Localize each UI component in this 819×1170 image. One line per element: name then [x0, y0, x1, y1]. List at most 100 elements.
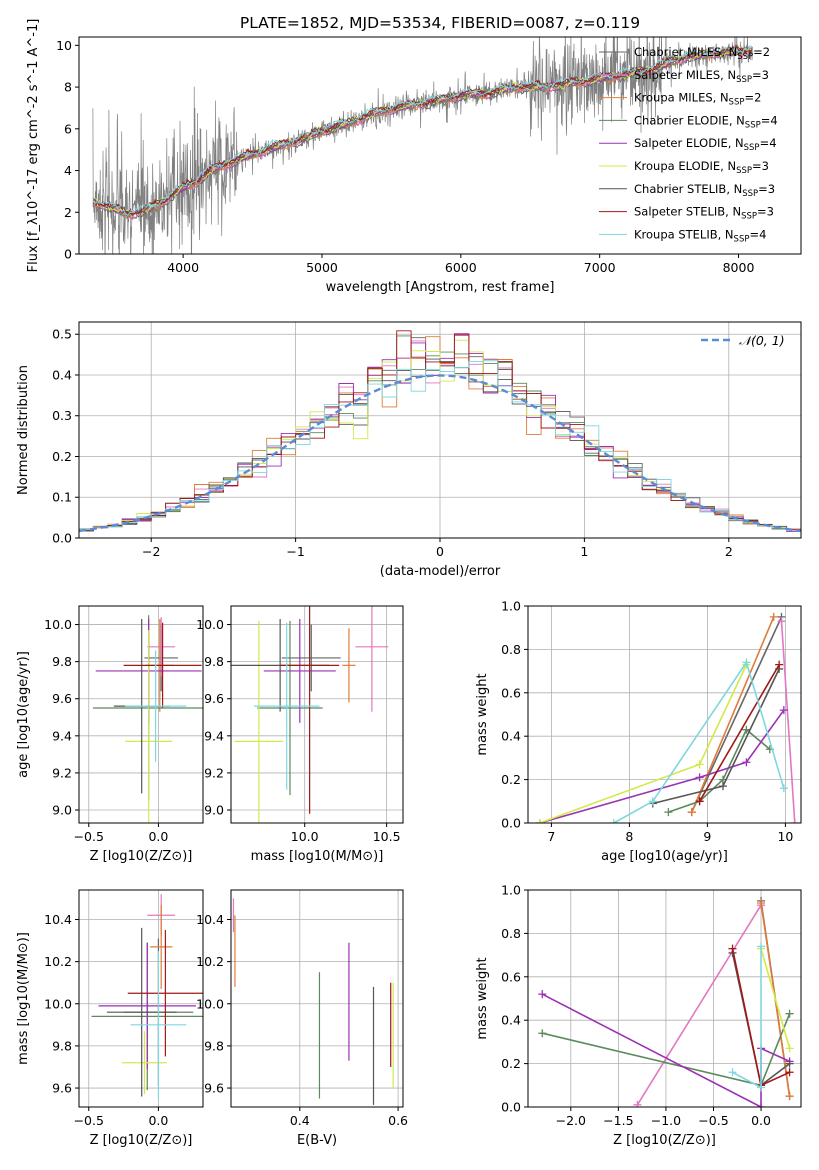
- legend-count: =3: [757, 205, 774, 219]
- x-tick-label: 0.0: [148, 1113, 168, 1128]
- y-tick-label: 0.0: [52, 531, 72, 546]
- mass_weight_vs_Z-axes: −2.0 −1.5 −1.0 −0.5 0.0 0.0 0.2 0.4 0.6 0.8 1.0: [501, 883, 801, 1128]
- age_vs_Z-errorbars: [92, 615, 203, 823]
- legend-count: =2: [753, 45, 770, 59]
- x-tick-label: 2: [725, 544, 733, 559]
- legend-entry: Kroupa ELODIE, NSSP=3: [634, 159, 769, 176]
- y-tick-label: 0.4: [52, 367, 72, 382]
- x-axis-label: E(B-V): [297, 1133, 337, 1148]
- data-point-marker: [664, 808, 673, 817]
- y-tick-label: 9.6: [52, 691, 72, 706]
- data-point-marker: [769, 612, 778, 621]
- y-tick-label: 4: [64, 163, 72, 178]
- y-tick-label: 0.0: [501, 816, 521, 831]
- x-tick-label: 9: [703, 829, 711, 844]
- legend-label: Salpeter MILES, N: [634, 68, 736, 82]
- legend-subscript: SSP: [745, 120, 761, 130]
- x-tick-label: 6000: [445, 260, 477, 275]
- y-tick-label: 0.8: [501, 642, 521, 657]
- y-tick-label: 0.6: [501, 969, 521, 984]
- y-tick-label: 6: [64, 121, 72, 136]
- y-axis-label: Flux [f_λ10^-17 erg cm^-2 s^-1 A^-1]: [26, 19, 41, 273]
- legend-entry: 𝒩(0, 1): [739, 333, 785, 348]
- legend-label: Chabrier MILES, N: [634, 45, 737, 59]
- y-tick-label: 9.2: [204, 765, 224, 780]
- mass_weight_vs_age-axes: 7 8 9 10 0.0 0.2 0.4 0.6 0.8 1.0: [501, 599, 801, 844]
- data-point-marker: [757, 1083, 766, 1092]
- legend-entry: Chabrier ELODIE, NSSP=4: [634, 113, 778, 130]
- spectrum-axes: 4000 5000 6000 7000 8000 0 2 4 6 8 10: [56, 38, 754, 275]
- y-tick-label: 0.0: [501, 1100, 521, 1115]
- y-tick-label: 0.2: [501, 772, 521, 787]
- y-tick-label: 1.0: [501, 599, 521, 614]
- legend-entry: Salpeter STELIB, NSSP=3: [634, 205, 774, 222]
- y-tick-label: 10: [56, 38, 72, 53]
- legend-count: =3: [752, 68, 769, 82]
- legend-entry: Salpeter ELODIE, NSSP=4: [634, 136, 777, 153]
- age_vs_mass-axes: 10.0 10.5 9.0 9.2 9.4 9.6 9.8 10.0: [196, 606, 403, 844]
- legend-subscript: SSP: [729, 98, 745, 108]
- x-tick-label: 0: [436, 544, 444, 559]
- x-axis-label: age [log10(age/yr)]: [601, 849, 728, 864]
- data-point-marker: [785, 1009, 794, 1018]
- x-tick-label: 0.0: [751, 1113, 771, 1128]
- histograms: [79, 330, 801, 534]
- y-axis-label: mass weight: [475, 673, 490, 755]
- x-tick-label: 10.0: [291, 829, 319, 844]
- data-point-marker: [785, 1059, 794, 1068]
- x-tick-label: −0.5: [74, 829, 104, 844]
- data-point-marker: [779, 706, 788, 715]
- residual_hist-axes: −2 −1 0 1 2 0.0 0.1 0.2 0.3 0.4 0.5: [52, 322, 801, 559]
- y-tick-label: 2: [64, 205, 72, 220]
- x-tick-label: 1: [580, 544, 588, 559]
- spectrum-lines: [92, 37, 753, 254]
- data-point-marker: [790, 819, 799, 823]
- mass-weight-line: [636, 904, 762, 1106]
- model-fit-line: [92, 45, 753, 216]
- y-tick-label: 9.6: [204, 691, 224, 706]
- y-tick-label: 0: [64, 247, 72, 262]
- legend-count: =4: [760, 136, 777, 150]
- y-tick-label: 0.2: [501, 1056, 521, 1071]
- data-point-marker: [742, 758, 751, 767]
- y-tick-label: 10.2: [44, 954, 72, 969]
- x-tick-label: −2: [142, 544, 160, 559]
- x-tick-label: −0.5: [698, 1113, 728, 1128]
- y-tick-label: 9.4: [52, 728, 72, 743]
- residual-histogram: [79, 360, 801, 534]
- data-point-marker: [695, 797, 704, 806]
- x-axis-label: wavelength [Angstrom, rest frame]: [326, 280, 555, 295]
- y-tick-label: 0.2: [52, 449, 72, 464]
- x-tick-label: −1: [286, 544, 304, 559]
- x-tick-label: 10: [777, 829, 793, 844]
- data-point-marker: [785, 1092, 794, 1101]
- legend-entry: Chabrier MILES, NSSP=2: [634, 45, 770, 62]
- y-tick-label: 0.4: [501, 1013, 521, 1028]
- x-tick-label: 0.6: [388, 1113, 408, 1128]
- legend-entry: Kroupa MILES, NSSP=2: [634, 91, 761, 108]
- age_vs_mass-frame: [230, 605, 404, 824]
- y-tick-label: 10.4: [196, 912, 224, 927]
- histogram-frame: [78, 321, 802, 539]
- data-point-marker: [757, 1103, 766, 1107]
- legend-label: Kroupa MILES, N: [634, 91, 729, 105]
- y-tick-label: 9.8: [52, 654, 72, 669]
- mass_weight_vs_age-frame: [527, 605, 802, 824]
- legend-subscript: SSP: [744, 143, 760, 153]
- x-tick-label: 4000: [167, 260, 199, 275]
- legend-label: Salpeter ELODIE, N: [634, 136, 744, 150]
- mass-weight-line: [539, 709, 785, 823]
- x-tick-label: 0.0: [148, 829, 168, 844]
- legend-label: Chabrier STELIB, N: [634, 182, 742, 196]
- y-tick-label: 0.8: [501, 926, 521, 941]
- data-point-marker: [719, 782, 727, 791]
- mass-weight-line: [539, 664, 748, 823]
- y-tick-label: 10.0: [196, 996, 224, 1011]
- y-tick-label: 10.2: [196, 954, 224, 969]
- x-tick-label: 7000: [584, 260, 616, 275]
- legend-subscript: SSP: [742, 189, 758, 199]
- mass_vs_ebv-frame: [230, 889, 404, 1108]
- x-tick-label: −1.0: [651, 1113, 681, 1128]
- x-tick-label: 7: [547, 829, 555, 844]
